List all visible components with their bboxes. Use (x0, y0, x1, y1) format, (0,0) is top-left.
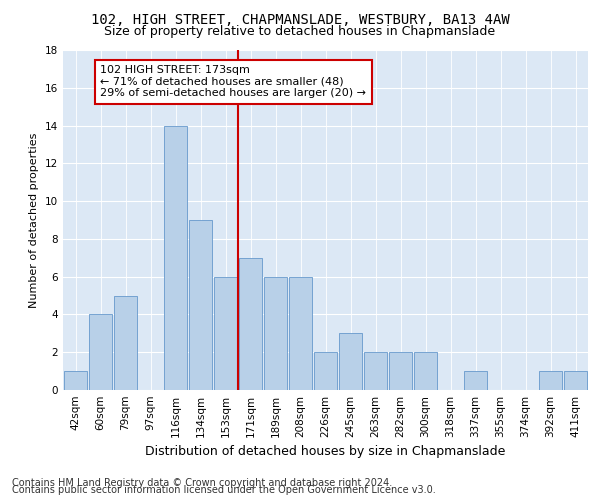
Bar (364, 352, 387, 390)
Bar (89, 314, 112, 390)
Bar (339, 334, 362, 390)
X-axis label: Distribution of detached houses by size in Chapmanslade: Distribution of detached houses by size … (145, 446, 506, 458)
Bar (464, 371, 487, 390)
Bar (539, 371, 562, 390)
Bar (114, 296, 137, 390)
Text: Contains public sector information licensed under the Open Government Licence v3: Contains public sector information licen… (12, 485, 436, 495)
Bar (214, 276, 237, 390)
Bar (314, 352, 337, 390)
Y-axis label: Number of detached properties: Number of detached properties (29, 132, 40, 308)
Bar (414, 352, 437, 390)
Bar (189, 220, 212, 390)
Bar (564, 371, 587, 390)
Bar (64, 371, 87, 390)
Bar (389, 352, 412, 390)
Text: Contains HM Land Registry data © Crown copyright and database right 2024.: Contains HM Land Registry data © Crown c… (12, 478, 392, 488)
Bar (264, 276, 287, 390)
Bar (239, 258, 262, 390)
Bar (289, 276, 312, 390)
Text: 102, HIGH STREET, CHAPMANSLADE, WESTBURY, BA13 4AW: 102, HIGH STREET, CHAPMANSLADE, WESTBURY… (91, 12, 509, 26)
Bar (164, 126, 187, 390)
Text: 102 HIGH STREET: 173sqm
← 71% of detached houses are smaller (48)
29% of semi-de: 102 HIGH STREET: 173sqm ← 71% of detache… (101, 65, 367, 98)
Text: Size of property relative to detached houses in Chapmanslade: Size of property relative to detached ho… (104, 25, 496, 38)
